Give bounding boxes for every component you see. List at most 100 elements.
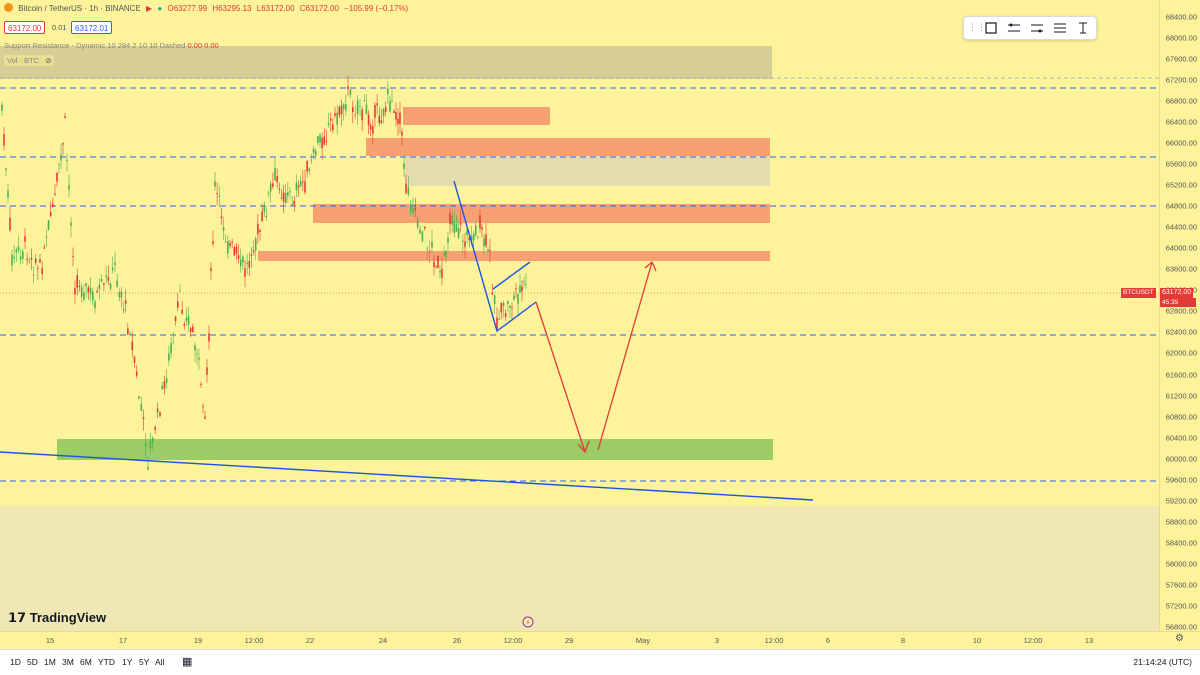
price-tag-value: 63172.00: [1160, 288, 1194, 298]
candle-body: [196, 353, 198, 355]
candle-body: [521, 286, 523, 292]
chart-canvas[interactable]: ⚡: [0, 0, 1159, 631]
candle-body: [323, 136, 326, 145]
short-position-tool-icon[interactable]: [1030, 21, 1044, 35]
rectangle-tool-icon[interactable]: [984, 21, 998, 35]
candle-body: [174, 316, 177, 321]
candle-body: [491, 292, 494, 295]
utc-clock[interactable]: 21:14:24 (UTC): [1133, 657, 1192, 667]
range-button-6m[interactable]: 6M: [80, 657, 92, 667]
price-axis-label: 64800.00: [1165, 201, 1197, 211]
indicator-support-resistance[interactable]: Support Resistance - Dynamic 10 284 2 10…: [4, 41, 219, 50]
calendar-icon[interactable]: ▦: [182, 656, 193, 668]
fib-tool-icon[interactable]: [1053, 21, 1067, 35]
candle-body: [254, 238, 257, 251]
candle-body: [263, 205, 266, 213]
alert-flag-icon[interactable]: ▶: [146, 4, 153, 13]
candle-body: [85, 283, 87, 287]
price-axis-label: 58800.00: [1165, 517, 1197, 527]
indicator-sr-label: Support Resistance - Dynamic 10 284 2 10…: [4, 41, 186, 50]
price-axis-label: 57600.00: [1165, 580, 1197, 590]
candle-body: [297, 185, 300, 188]
candle-body: [453, 221, 456, 233]
candle-body: [96, 290, 99, 293]
candle-body: [304, 181, 306, 193]
candle-body: [103, 283, 105, 285]
candle-body: [135, 371, 138, 376]
candle-body: [87, 287, 90, 293]
candle-body: [74, 288, 76, 295]
candle-body: [312, 148, 315, 153]
candles: [1, 75, 527, 471]
price-axis-label: 61600.00: [1165, 370, 1197, 379]
event-marker-icon[interactable]: [522, 616, 534, 628]
price-axis-label: 60000.00: [1165, 454, 1197, 464]
candle-body: [212, 241, 214, 245]
indicator-volume[interactable]: Vol · BTC ⊘: [4, 55, 55, 66]
text-tool-icon[interactable]: [1076, 21, 1090, 35]
candle-body: [19, 256, 22, 260]
candle-body: [356, 100, 359, 115]
candle-body: [374, 104, 376, 118]
buy-price-box[interactable]: 63172.01: [71, 21, 113, 34]
range-button-3m[interactable]: 3M: [62, 657, 74, 667]
candle-body: [302, 181, 304, 183]
drag-handle-icon[interactable]: ⋮⋮: [968, 22, 986, 32]
settings-gear-icon[interactable]: ⚙: [1175, 633, 1184, 644]
candle-body: [7, 190, 9, 198]
range-button-1y[interactable]: 1Y: [122, 657, 133, 667]
candle-body: [54, 193, 56, 195]
candle-body: [1, 104, 3, 111]
projection-down-arrow: [535, 301, 586, 453]
price-axis-label: 63600.00: [1165, 264, 1197, 274]
candle-body: [47, 220, 50, 230]
symbol-title[interactable]: Bitcoin / TetherUS · 1h · BINANCE: [18, 4, 141, 13]
candle-body: [259, 229, 261, 232]
grey-top-zone: [0, 46, 772, 79]
candle-body: [45, 236, 48, 238]
candle-body: [154, 426, 156, 431]
candle-body: [66, 160, 68, 162]
time-axis-label: 12:00: [1023, 636, 1043, 645]
candle-countdown: 45:35: [1160, 298, 1196, 307]
candle-body: [118, 292, 121, 298]
candle-body: [32, 274, 35, 276]
range-button-1m[interactable]: 1M: [44, 657, 56, 667]
candle-body: [424, 226, 426, 229]
long-position-tool-icon[interactable]: [1007, 21, 1021, 35]
range-button-all[interactable]: All: [155, 657, 165, 667]
candle-body: [248, 261, 251, 268]
candle-body: [72, 255, 74, 257]
candle-body: [489, 249, 491, 252]
candle-body: [523, 281, 525, 283]
candle-body: [52, 203, 54, 207]
candle-body: [280, 197, 283, 199]
candle-body: [474, 225, 477, 236]
candle-body: [231, 241, 233, 243]
candle-body: [365, 104, 368, 115]
ohlc-high: H63295.13: [212, 4, 252, 13]
candle-body: [37, 267, 39, 269]
candle-body: [22, 251, 24, 259]
price-axis-label: 66000.00: [1165, 138, 1197, 148]
range-button-1d[interactable]: 1D: [10, 657, 21, 667]
sell-price-box[interactable]: 63172.00: [4, 21, 46, 34]
candle-body: [354, 114, 356, 116]
range-button-5d[interactable]: 5D: [27, 657, 38, 667]
candle-body: [152, 437, 154, 443]
candle-body: [222, 227, 225, 231]
tradingview-logo[interactable]: 𝟭𝟳 TradingView: [8, 610, 106, 626]
chart-pane[interactable]: ⚡ Bitcoin / TetherUS · 1h · BINANCE ▶ ● …: [0, 0, 1159, 631]
drawing-toolbar: ⋮⋮: [963, 16, 1097, 40]
candle-body: [525, 283, 527, 285]
eye-hidden-icon[interactable]: ⊘: [45, 56, 52, 65]
candle-body: [229, 242, 231, 246]
time-axis[interactable]: 15 17 19 12:00 22 24 26 12:00 29 May 3 12:00 6 8 10 12:…: [0, 631, 1200, 649]
range-button-ytd[interactable]: YTD: [98, 657, 115, 667]
candle-body: [329, 118, 332, 121]
candle-body: [149, 440, 152, 449]
price-axis[interactable]: 68400.00 68000.00 67600.00 67200.00 66800.00…: [1159, 0, 1200, 631]
range-button-5y[interactable]: 5Y: [139, 657, 150, 667]
price-axis-label: 57200.00: [1165, 601, 1197, 611]
candle-body: [208, 333, 210, 342]
